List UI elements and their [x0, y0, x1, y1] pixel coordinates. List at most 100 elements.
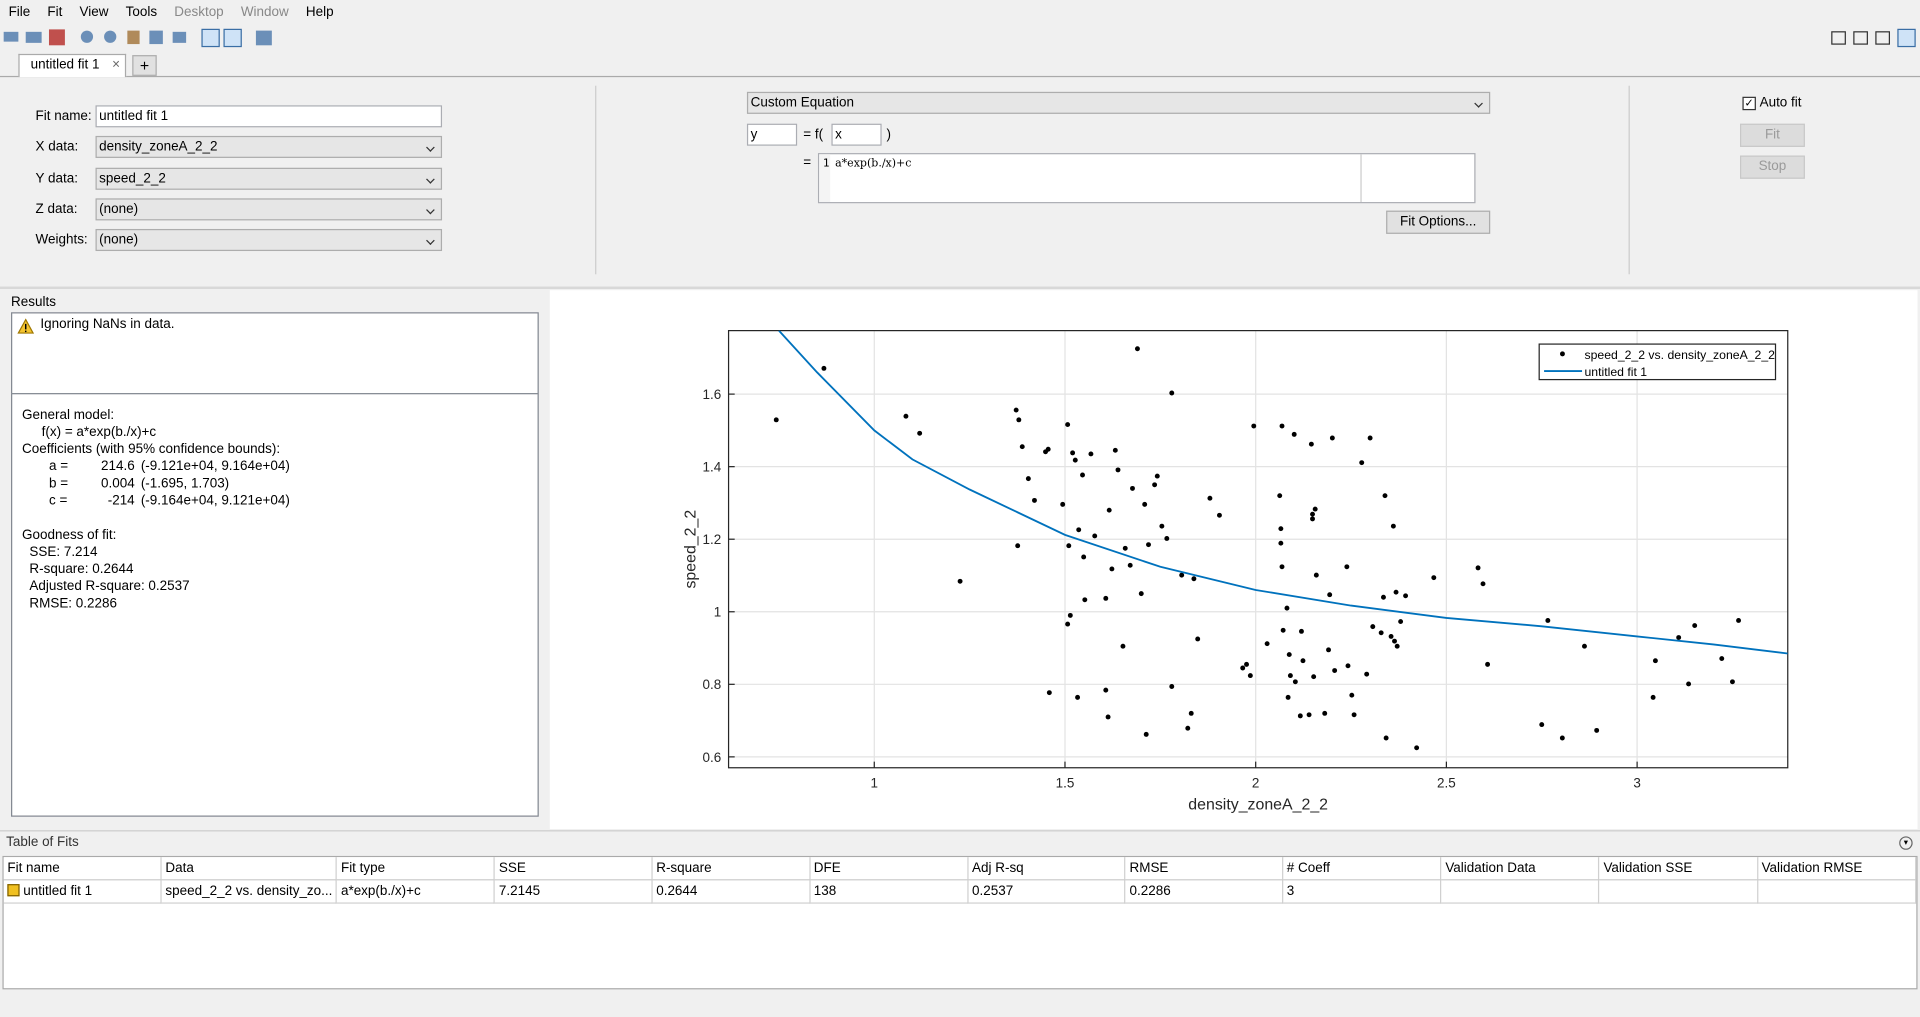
table-cell: speed_2_2 vs. density_zo...: [161, 879, 338, 904]
collapse-button[interactable]: ▾: [1899, 836, 1913, 850]
data-point: [1351, 712, 1357, 718]
x-var-input[interactable]: x: [831, 123, 882, 146]
table-cell: 0.2286: [1125, 879, 1284, 904]
data-point: [1390, 523, 1396, 529]
data-point: [1013, 407, 1019, 413]
data-point: [1112, 447, 1118, 453]
data-point: [957, 578, 963, 584]
stop-button[interactable]: Stop: [1740, 155, 1805, 179]
gof-line: R-square: 0.2644: [29, 562, 134, 577]
tool-icon[interactable]: [149, 30, 163, 45]
tool-icon[interactable]: [201, 28, 220, 48]
data-point: [1134, 346, 1140, 352]
tool-icon[interactable]: [3, 31, 19, 42]
menu-item[interactable]: Window: [240, 4, 289, 20]
results-line: f(x) = a*exp(b./x)+c: [41, 424, 157, 440]
layout-icon[interactable]: [1875, 31, 1891, 45]
data-point: [773, 417, 779, 423]
tool-icon[interactable]: [172, 31, 187, 43]
x-data-select[interactable]: density_zoneA_2_2: [95, 135, 443, 158]
data-point: [1120, 643, 1126, 649]
data-point: [1545, 618, 1551, 623]
layout-icon[interactable]: [1897, 28, 1916, 48]
tool-icon[interactable]: [80, 30, 94, 43]
tool-icon[interactable]: [127, 30, 140, 45]
tool-icon[interactable]: [223, 28, 242, 48]
x-tick-label: 2: [1252, 775, 1259, 790]
tool-icon[interactable]: [25, 31, 42, 43]
tab-close[interactable]: ×: [112, 57, 121, 73]
data-point: [1297, 713, 1303, 719]
panel-title: Table of Fits: [6, 835, 79, 850]
data-point: [1398, 619, 1404, 625]
auto-fit-checkbox[interactable]: ✓: [1742, 96, 1756, 111]
data-point: [1559, 735, 1565, 741]
data-point: [1313, 572, 1319, 578]
z-data-select[interactable]: (none): [95, 198, 443, 221]
data-point: [1292, 679, 1298, 685]
column-header: R-square: [651, 857, 811, 881]
y-tick-label: 1.2: [703, 532, 722, 547]
data-point: [1070, 450, 1076, 456]
data-point: [1060, 501, 1066, 507]
menu-item[interactable]: View: [79, 4, 109, 20]
table-cell: [1757, 879, 1917, 904]
checkbox-label: Auto fit: [1759, 95, 1802, 111]
menu-item[interactable]: Tools: [125, 4, 158, 20]
menu-item[interactable]: Desktop: [174, 4, 224, 20]
expression-editor[interactable]: 1 a*exp(b./x)+c: [817, 153, 1476, 204]
menu-item[interactable]: Fit: [47, 4, 63, 20]
equation-text: =: [803, 155, 812, 171]
fit-options-button[interactable]: Fit Options...: [1386, 210, 1491, 234]
fit-button[interactable]: Fit: [1740, 123, 1805, 147]
data-point: [1322, 710, 1328, 716]
data-point: [1475, 565, 1481, 571]
divider: [595, 85, 597, 275]
fits-table-box: Fit name Data Fit type SSE R-square DFE Adj R-…: [2, 855, 1918, 990]
tool-icon[interactable]: [104, 30, 117, 43]
data-point: [1326, 647, 1331, 653]
y-tick-label: 0.8: [703, 677, 722, 692]
y-tick-label: 1.4: [703, 460, 722, 475]
data-point: [1169, 390, 1175, 396]
tab-line: [0, 75, 1920, 78]
table-cell: 3: [1282, 879, 1442, 904]
data-point: [1300, 658, 1306, 664]
fit-type-select[interactable]: Custom Equation: [746, 91, 1491, 114]
data-point: [1367, 435, 1373, 441]
data-point: [1191, 576, 1197, 582]
data-point: [1080, 472, 1085, 478]
column-header: Adj R-sq: [967, 857, 1126, 881]
data-point: [1103, 595, 1109, 601]
warning-text: Ignoring NaNs in data.: [40, 317, 175, 332]
layout-icon[interactable]: [1831, 31, 1846, 45]
new-tab[interactable]: +: [132, 55, 157, 76]
menu-item[interactable]: File: [8, 4, 31, 20]
fit-name-input[interactable]: untitled fit 1: [95, 105, 443, 128]
data-point: [1280, 627, 1286, 633]
data-point: [1240, 665, 1246, 671]
data-point: [1067, 612, 1073, 618]
data-point: [1382, 493, 1388, 499]
tool-icon[interactable]: [255, 30, 272, 46]
data-point: [1392, 638, 1397, 644]
data-point: [1364, 671, 1370, 677]
field-label: Y data:: [35, 171, 78, 187]
tool-icon[interactable]: [48, 29, 65, 46]
menu-item[interactable]: Help: [305, 4, 334, 20]
table-cell: untitled fit 1: [3, 879, 162, 904]
data-point: [1286, 652, 1292, 658]
y-var-input[interactable]: y: [746, 123, 798, 146]
column-header: Validation Data: [1441, 857, 1600, 881]
data-point: [1016, 417, 1022, 423]
weights-select[interactable]: (none): [95, 228, 443, 252]
column-header: # Coeff: [1282, 857, 1442, 881]
data-point: [1188, 710, 1194, 716]
layout-icon[interactable]: [1853, 31, 1868, 45]
data-point: [1045, 446, 1051, 452]
tab[interactable]: untitled fit 1 ×: [18, 53, 127, 78]
data-point: [1359, 460, 1365, 466]
y-data-select[interactable]: speed_2_2: [95, 167, 443, 190]
